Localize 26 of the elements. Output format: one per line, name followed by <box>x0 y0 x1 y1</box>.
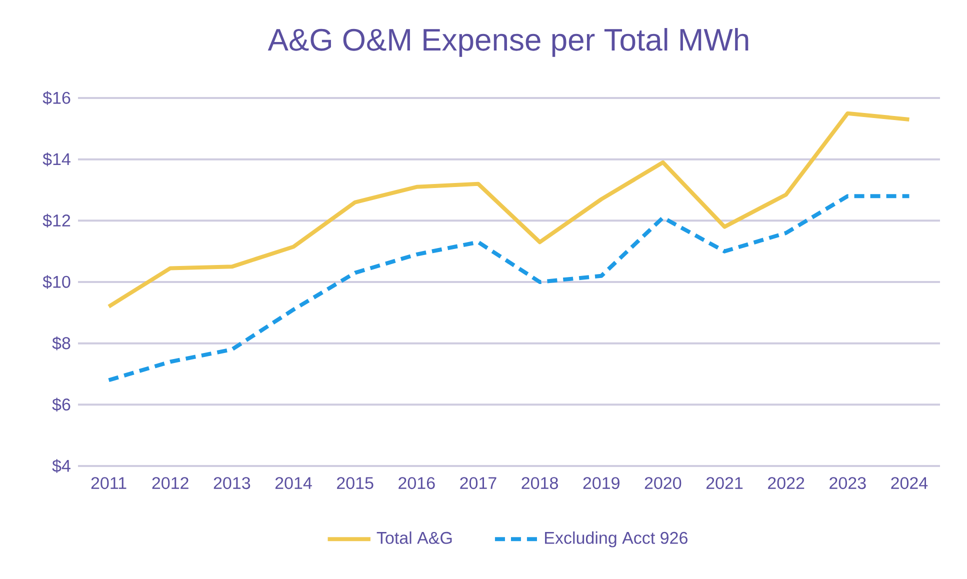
chart-title: A&G O&M Expense per Total MWh <box>268 28 748 57</box>
x-tick-label: 2021 <box>706 477 743 490</box>
x-tick-label: 2023 <box>830 477 866 490</box>
y-tick-label: $16 <box>42 91 70 105</box>
x-tick-label: 2012 <box>152 477 188 490</box>
x-tick-label: 2018 <box>522 477 558 490</box>
x-tick-label: 2017 <box>460 477 496 490</box>
y-tick-label: $4 <box>52 459 70 473</box>
legend-label: Total A&G <box>376 531 452 544</box>
x-tick-label: 2015 <box>337 477 374 490</box>
x-tick-label: 2024 <box>891 477 928 490</box>
legend-label: Excluding Acct 926 <box>545 531 688 548</box>
y-tick-label: $14 <box>42 152 70 166</box>
x-tick-label: 2019 <box>583 477 620 490</box>
x-tick-label: 2011 <box>91 477 126 490</box>
x-tick-label: 2022 <box>768 477 804 490</box>
y-tick-label: $8 <box>52 336 70 350</box>
x-tick-label: 2016 <box>398 477 435 490</box>
x-tick-label: 2013 <box>214 477 250 490</box>
x-tick-label: 2020 <box>644 477 682 490</box>
y-tick-label: $10 <box>42 275 70 289</box>
line-series <box>106 194 912 382</box>
line-series <box>106 111 912 309</box>
y-tick-label: $6 <box>52 398 70 412</box>
y-tick-label: $12 <box>42 214 70 228</box>
x-tick-label: 2014 <box>275 477 312 490</box>
